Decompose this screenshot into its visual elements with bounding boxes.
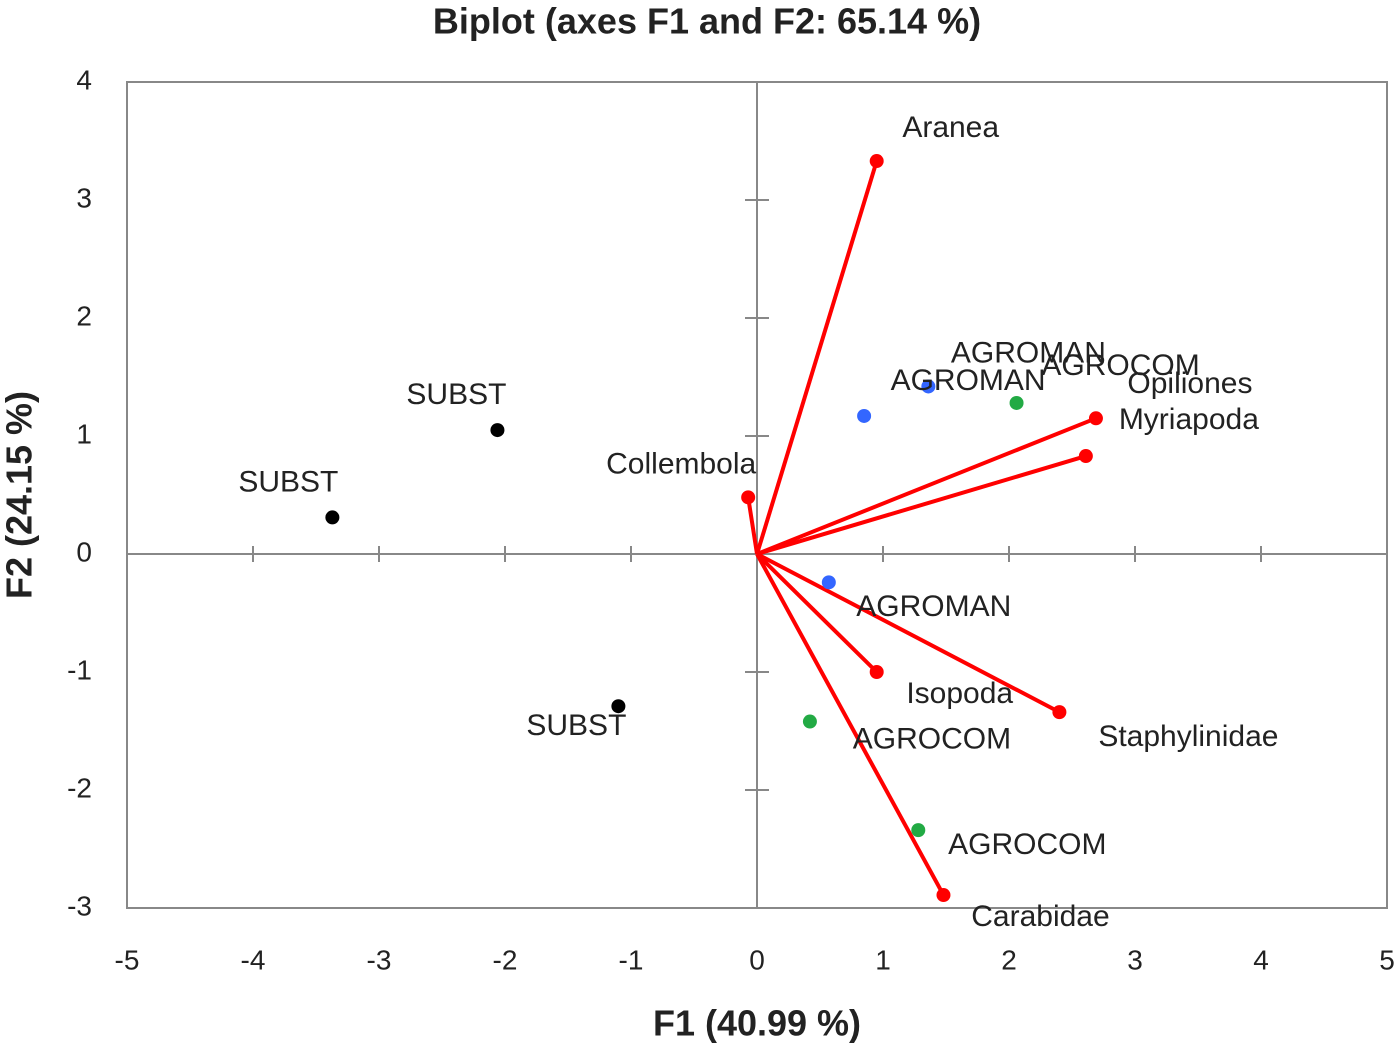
observation-point — [821, 575, 836, 590]
point-label: Collembola — [606, 447, 756, 480]
point-label: Carabidae — [971, 900, 1109, 933]
chart-title: Biplot (axes F1 and F2: 65.14 %) — [433, 1, 981, 42]
x-tick-label: 2 — [1001, 944, 1017, 975]
y-tick-label: 4 — [76, 64, 92, 95]
y-tick-label: 0 — [76, 536, 92, 567]
point-label: Opiliones — [1127, 367, 1252, 400]
observation-point — [611, 699, 626, 714]
observation-point — [857, 408, 872, 423]
point-label: SUBST — [238, 465, 338, 498]
observation-point — [921, 379, 936, 394]
loading-vector — [755, 552, 879, 674]
vector-tip — [869, 665, 884, 679]
y-axis-title: F2 (24.15 %) — [0, 391, 40, 599]
vector-tip — [869, 154, 884, 169]
point-label: Aranea — [902, 111, 999, 144]
observation-point — [911, 823, 926, 838]
point-label: Isopoda — [906, 677, 1013, 710]
point-label: SUBST — [406, 378, 506, 411]
x-tick-label: 3 — [1127, 944, 1143, 975]
x-tick-label: -4 — [241, 944, 266, 975]
vector-tip — [936, 888, 951, 903]
point-label: AGROCOM — [948, 828, 1106, 861]
y-tick-label: -2 — [67, 772, 92, 803]
point-label: SUBST — [526, 709, 626, 742]
loading-vector — [756, 416, 1097, 556]
point-label: AGROCOM — [1041, 349, 1199, 382]
y-tick-label: 2 — [76, 300, 92, 331]
y-tick-label: -3 — [67, 890, 92, 921]
y-tick-label: 1 — [76, 418, 92, 449]
point-label: AGROCOM — [853, 722, 1011, 755]
vector-tip — [741, 490, 756, 505]
vector-tip — [1078, 449, 1093, 464]
y-tick-label: 3 — [76, 182, 92, 213]
x-tick-label: 1 — [875, 944, 891, 975]
observation-point — [325, 510, 340, 525]
vector-tip — [1052, 705, 1067, 720]
point-label: AGROMAN — [891, 364, 1046, 397]
loading-vector — [755, 160, 879, 555]
point-label: Staphylinidae — [1098, 720, 1278, 753]
point-label: AGROMAN — [856, 590, 1011, 623]
vector-tip — [1088, 411, 1103, 426]
point-label: Myriapoda — [1119, 403, 1259, 436]
point-label: AGROMAN — [951, 336, 1106, 369]
loading-vector — [755, 553, 946, 896]
x-tick-label: -5 — [115, 944, 140, 975]
observation-point — [802, 714, 817, 729]
x-tick-label: -3 — [367, 944, 392, 975]
x-axis-title: F1 (40.99 %) — [653, 1003, 861, 1044]
y-tick-label: -1 — [67, 654, 92, 685]
loading-vector — [746, 497, 759, 555]
observation-point — [490, 423, 505, 438]
x-tick-label: 0 — [749, 944, 765, 975]
observation-point — [1009, 395, 1024, 410]
x-tick-label: -2 — [493, 944, 518, 975]
loading-vector — [756, 454, 1087, 556]
loading-vector — [756, 552, 1061, 714]
x-tick-label: -1 — [619, 944, 644, 975]
x-tick-label: 4 — [1253, 944, 1269, 975]
x-tick-label: 5 — [1379, 944, 1395, 975]
